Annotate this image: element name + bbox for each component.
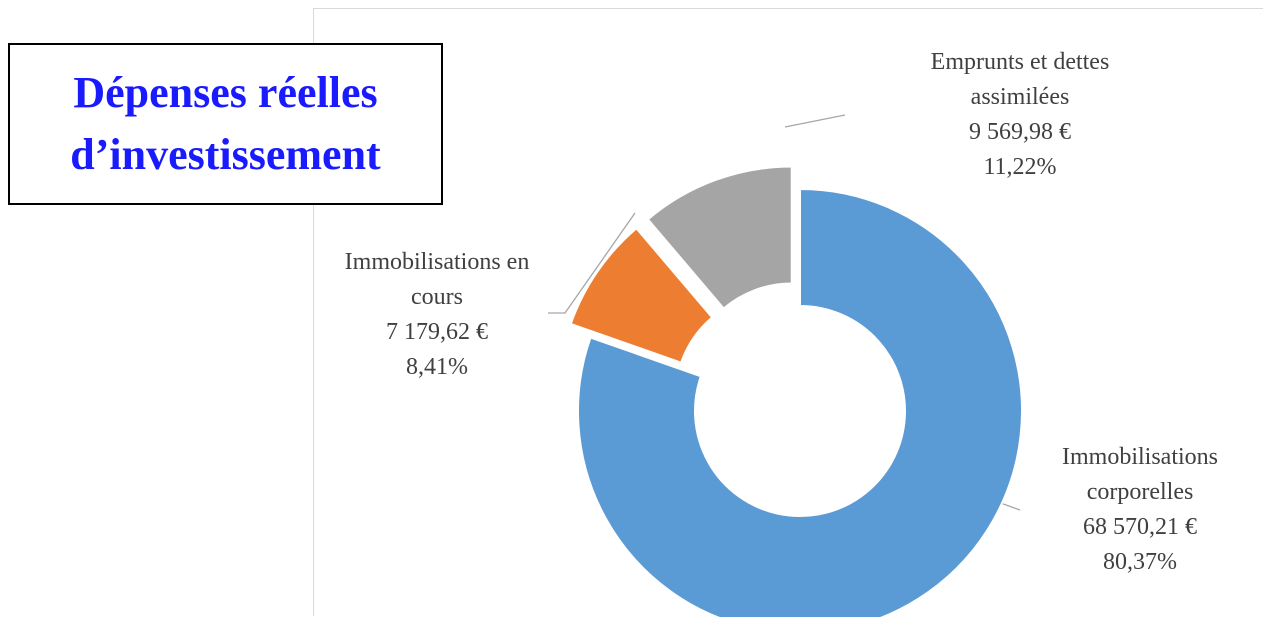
leader-line [548,212,636,314]
donut-slice [577,187,1023,617]
category-label: Immobilisations en cours [344,249,530,310]
chart-title: Dépenses réelles d’investissement [8,43,443,205]
data-label: Immobilisations en cours 7 179,62 € 8,41% [337,245,537,385]
donut-slice [646,165,793,310]
leader-line [784,114,846,128]
category-label: Emprunts et dettes assimilées [930,49,1110,110]
data-label: Emprunts et dettes assimilées 9 569,98 € 1… [905,45,1135,185]
value-label: 9 569,98 € [969,119,1071,145]
percentage-label: 11,22% [983,154,1057,180]
percentage-label: 8,41% [406,354,468,380]
chart-area [313,8,1263,616]
value-label: 7 179,62 € [386,319,488,345]
data-label: Immobilisations corporelles 68 570,21 € 80… [1040,440,1240,580]
donut-slice [569,226,714,364]
percentage-label: 80,37% [1103,549,1177,575]
value-label: 68 570,21 € [1083,514,1197,540]
category-label: Immobilisations corporelles [1062,444,1218,505]
